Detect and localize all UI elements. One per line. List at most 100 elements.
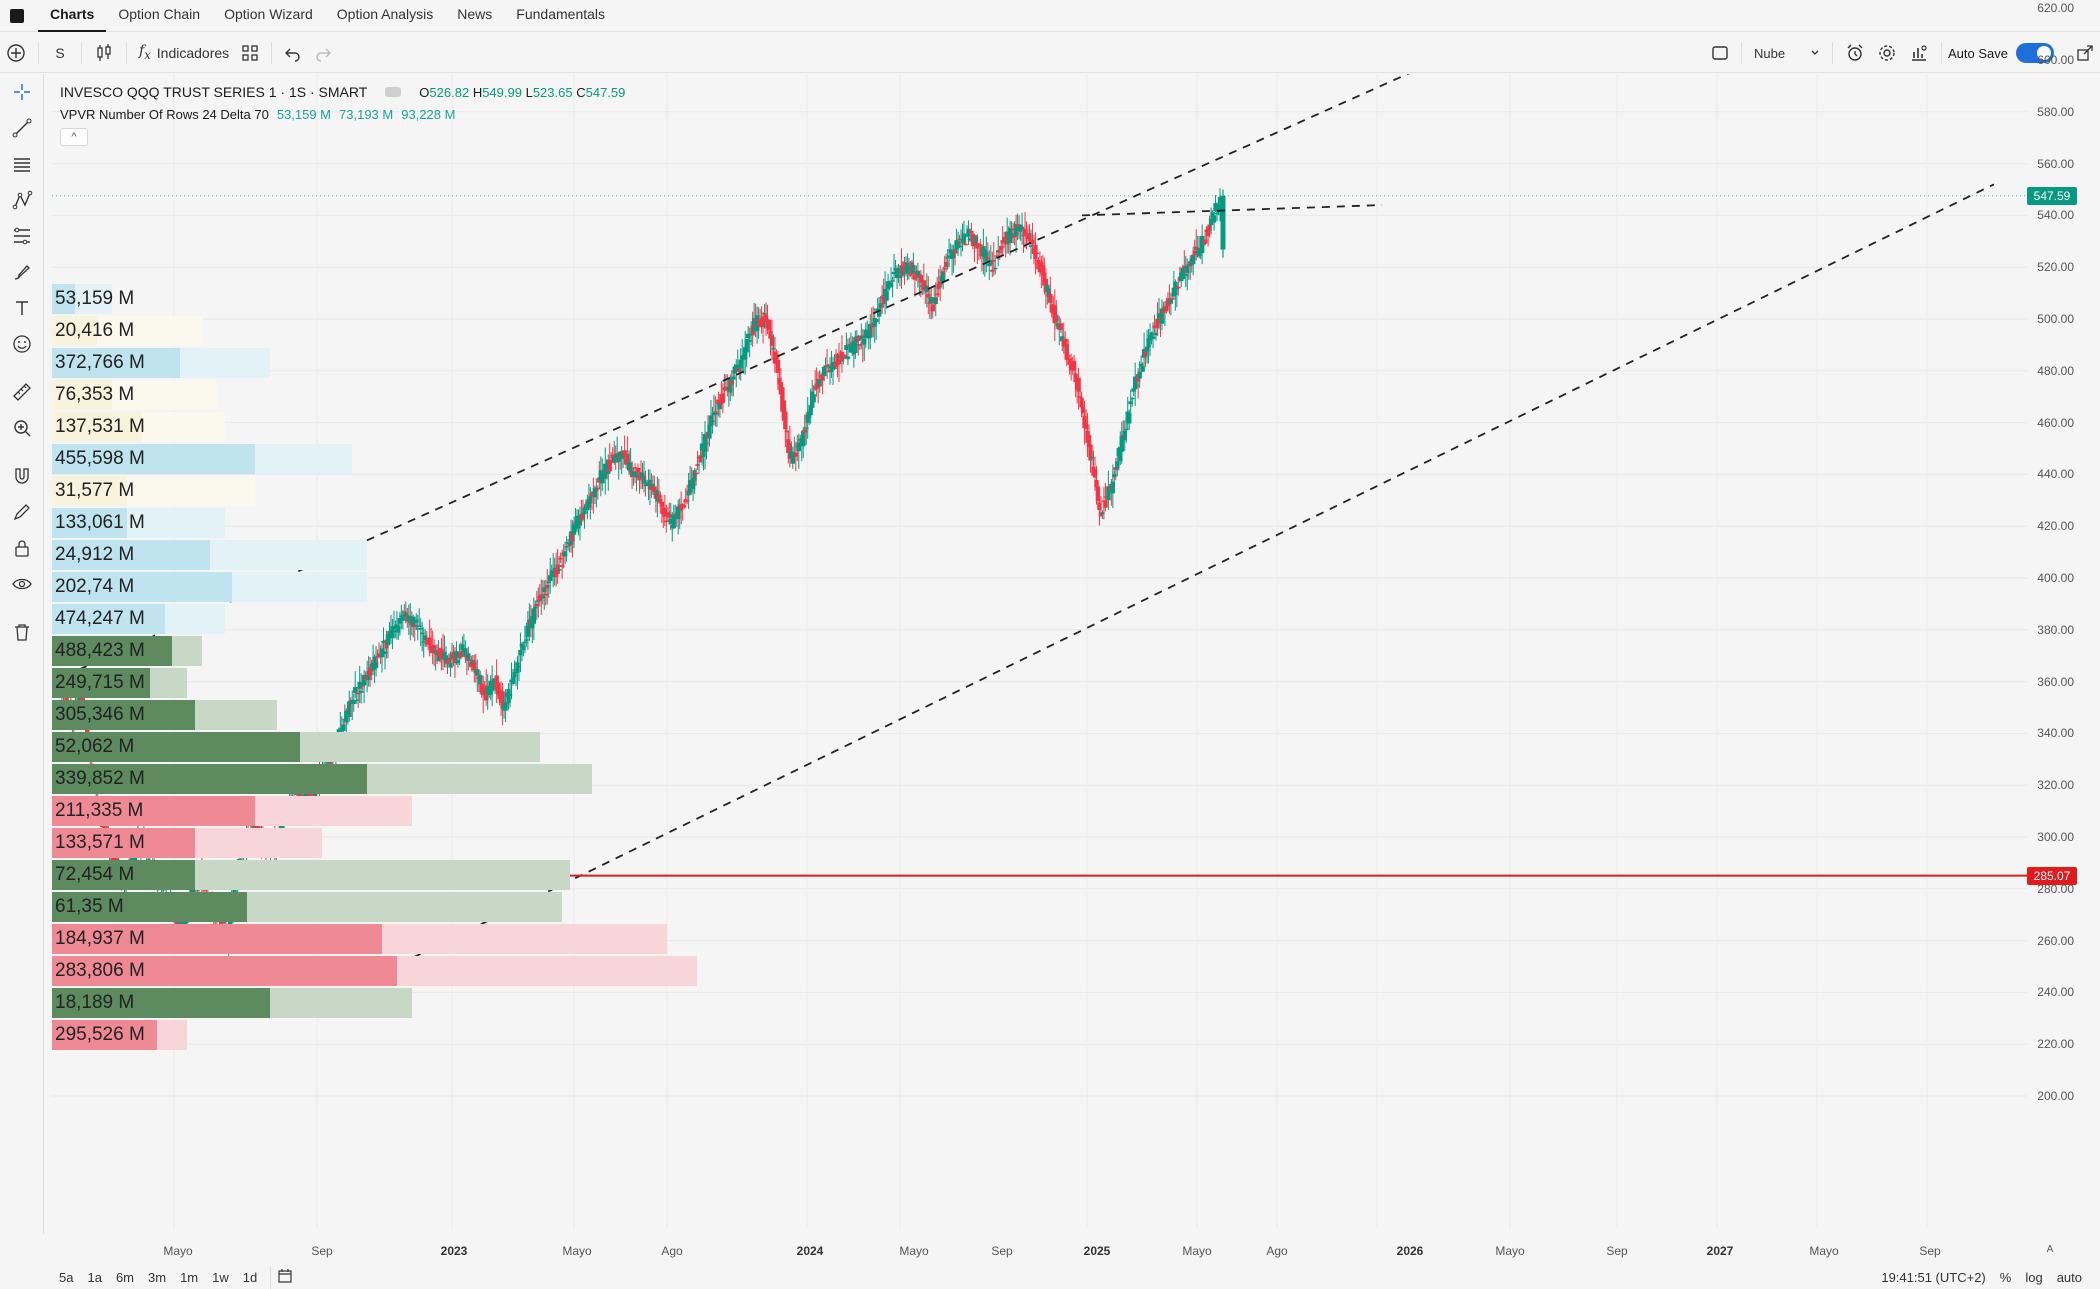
fullscreen-button[interactable] <box>1705 38 1735 68</box>
candle-body <box>804 427 809 429</box>
range-1m[interactable]: 1m <box>180 1270 199 1285</box>
candle-body <box>620 455 626 459</box>
share-button[interactable] <box>2070 38 2100 68</box>
candle-body <box>665 512 670 515</box>
candle-body <box>356 692 361 695</box>
stay-drawing-tool[interactable] <box>0 494 44 530</box>
auto-scale-button[interactable]: auto <box>2056 1270 2082 1285</box>
candle-body <box>863 329 868 339</box>
lock-tool[interactable] <box>0 530 44 566</box>
autosave-toggle[interactable] <box>2016 43 2054 63</box>
volume-bar-delta <box>52 444 255 474</box>
pattern-tool[interactable] <box>0 182 44 218</box>
candle-body <box>1034 252 1040 255</box>
trendline-tool[interactable] <box>0 110 44 146</box>
brush-tool[interactable] <box>0 254 44 290</box>
indicators-button[interactable]: fx Indicadores <box>133 38 235 68</box>
percent-scale-button[interactable]: % <box>1999 1270 2012 1285</box>
magnet-tool[interactable] <box>0 458 44 494</box>
text-tool[interactable] <box>0 290 44 326</box>
candle-body <box>762 313 767 315</box>
candles-icon <box>97 43 111 61</box>
candle-body <box>695 464 700 466</box>
candle-body <box>908 273 913 276</box>
sidebar-toggle-icon[interactable] <box>10 8 24 23</box>
magnet-icon <box>15 468 29 484</box>
range-6m[interactable]: 6m <box>115 1270 134 1285</box>
range-1w[interactable]: 1w <box>212 1270 229 1285</box>
candle-body <box>1071 360 1077 371</box>
redo-button[interactable] <box>308 38 338 68</box>
layout-select[interactable]: Nube <box>1748 38 1826 68</box>
candle-body <box>942 267 947 270</box>
tab-fundamentals[interactable]: Fundamentals <box>516 5 606 22</box>
settings-button[interactable] <box>1871 38 1903 68</box>
candle-body <box>650 483 656 489</box>
horizontal-lines-tool[interactable] <box>0 146 44 182</box>
candle-body <box>420 632 425 635</box>
compare-button[interactable] <box>1903 38 1935 68</box>
time-tick: Mayo <box>562 1244 592 1258</box>
candle-body <box>818 374 824 378</box>
tab-option-chain[interactable]: Option Chain <box>118 5 201 22</box>
candle-body <box>722 387 727 391</box>
legend-toggle-icon[interactable] <box>385 87 402 97</box>
ruler-tool[interactable] <box>0 374 44 410</box>
fib-tool[interactable] <box>0 218 44 254</box>
tab-charts[interactable]: Charts <box>38 0 107 32</box>
alert-button[interactable] <box>1839 38 1871 68</box>
range-3m[interactable]: 3m <box>148 1270 167 1285</box>
chevron-down-icon <box>1811 50 1819 55</box>
candle-body <box>769 335 775 346</box>
close-value: 547.59 <box>585 84 626 100</box>
toolbar-divider <box>1941 42 1942 64</box>
legend-collapse-button[interactable]: ^ <box>60 128 88 146</box>
toolbar-divider <box>271 41 273 64</box>
tab-option-analysis[interactable]: Option Analysis <box>336 5 434 22</box>
crosshair-tool[interactable] <box>0 74 44 110</box>
candle-body <box>463 648 468 657</box>
volume-bar-delta <box>52 860 195 890</box>
range-5y[interactable]: 5a <box>59 1270 74 1285</box>
emoji-tool[interactable] <box>0 326 44 362</box>
delete-tool[interactable] <box>0 614 44 650</box>
interval-button[interactable]: S <box>55 44 65 61</box>
chart-type-button[interactable] <box>88 38 120 68</box>
indicator-title[interactable]: VPVR Number Of Rows 24 Delta 70 <box>60 106 269 122</box>
range-1y[interactable]: 1a <box>87 1270 102 1285</box>
templates-button[interactable] <box>235 38 265 68</box>
candle-body <box>735 366 740 369</box>
volume-label: 18,189 M <box>55 992 135 1013</box>
time-axis[interactable]: Mayo Sep 2023 Mayo Ago 2024 Mayo Sep 2025 Mayo Ago… <box>52 1240 2053 1264</box>
add-symbol-button[interactable] <box>0 38 32 68</box>
candle-body <box>1183 273 1188 277</box>
tab-option-wizard[interactable]: Option Wizard <box>224 5 313 22</box>
tab-news[interactable]: News <box>457 5 493 22</box>
undo-button[interactable] <box>278 38 308 68</box>
candle-body <box>842 355 848 359</box>
zoom-tool[interactable] <box>0 410 44 446</box>
level-price-tag[interactable]: 285.07 <box>2027 866 2077 885</box>
candle-body <box>961 233 967 244</box>
candle-body <box>412 625 417 628</box>
auto-fit-button[interactable]: A <box>2046 1244 2054 1255</box>
candle-body <box>521 645 526 651</box>
candle-body <box>1134 384 1139 387</box>
candle-body <box>1030 239 1035 244</box>
candle-body <box>1205 227 1211 236</box>
candle-body <box>859 335 864 340</box>
candle-body <box>562 551 568 557</box>
date-range-button[interactable] <box>277 1268 293 1287</box>
last-price-tag[interactable]: 547.59 <box>2027 186 2077 205</box>
candle-body <box>510 677 516 684</box>
candle-body <box>714 412 720 415</box>
visibility-tool[interactable] <box>0 566 44 602</box>
price-axis[interactable]: 620.00 600.00 580.00 560.00 540.00 520.00 500.… <box>2027 1 2100 1229</box>
candle-body <box>681 505 687 508</box>
candle-body <box>472 661 477 671</box>
symbol-title[interactable]: INVESCO QQQ TRUST SERIES 1 · 1S · SMART <box>60 84 368 100</box>
log-scale-button[interactable]: log <box>2025 1270 2043 1285</box>
range-1d[interactable]: 1d <box>242 1270 258 1285</box>
candle-body <box>113 855 118 861</box>
clock[interactable]: 19:41:51 (UTC+2) <box>1881 1270 1986 1285</box>
